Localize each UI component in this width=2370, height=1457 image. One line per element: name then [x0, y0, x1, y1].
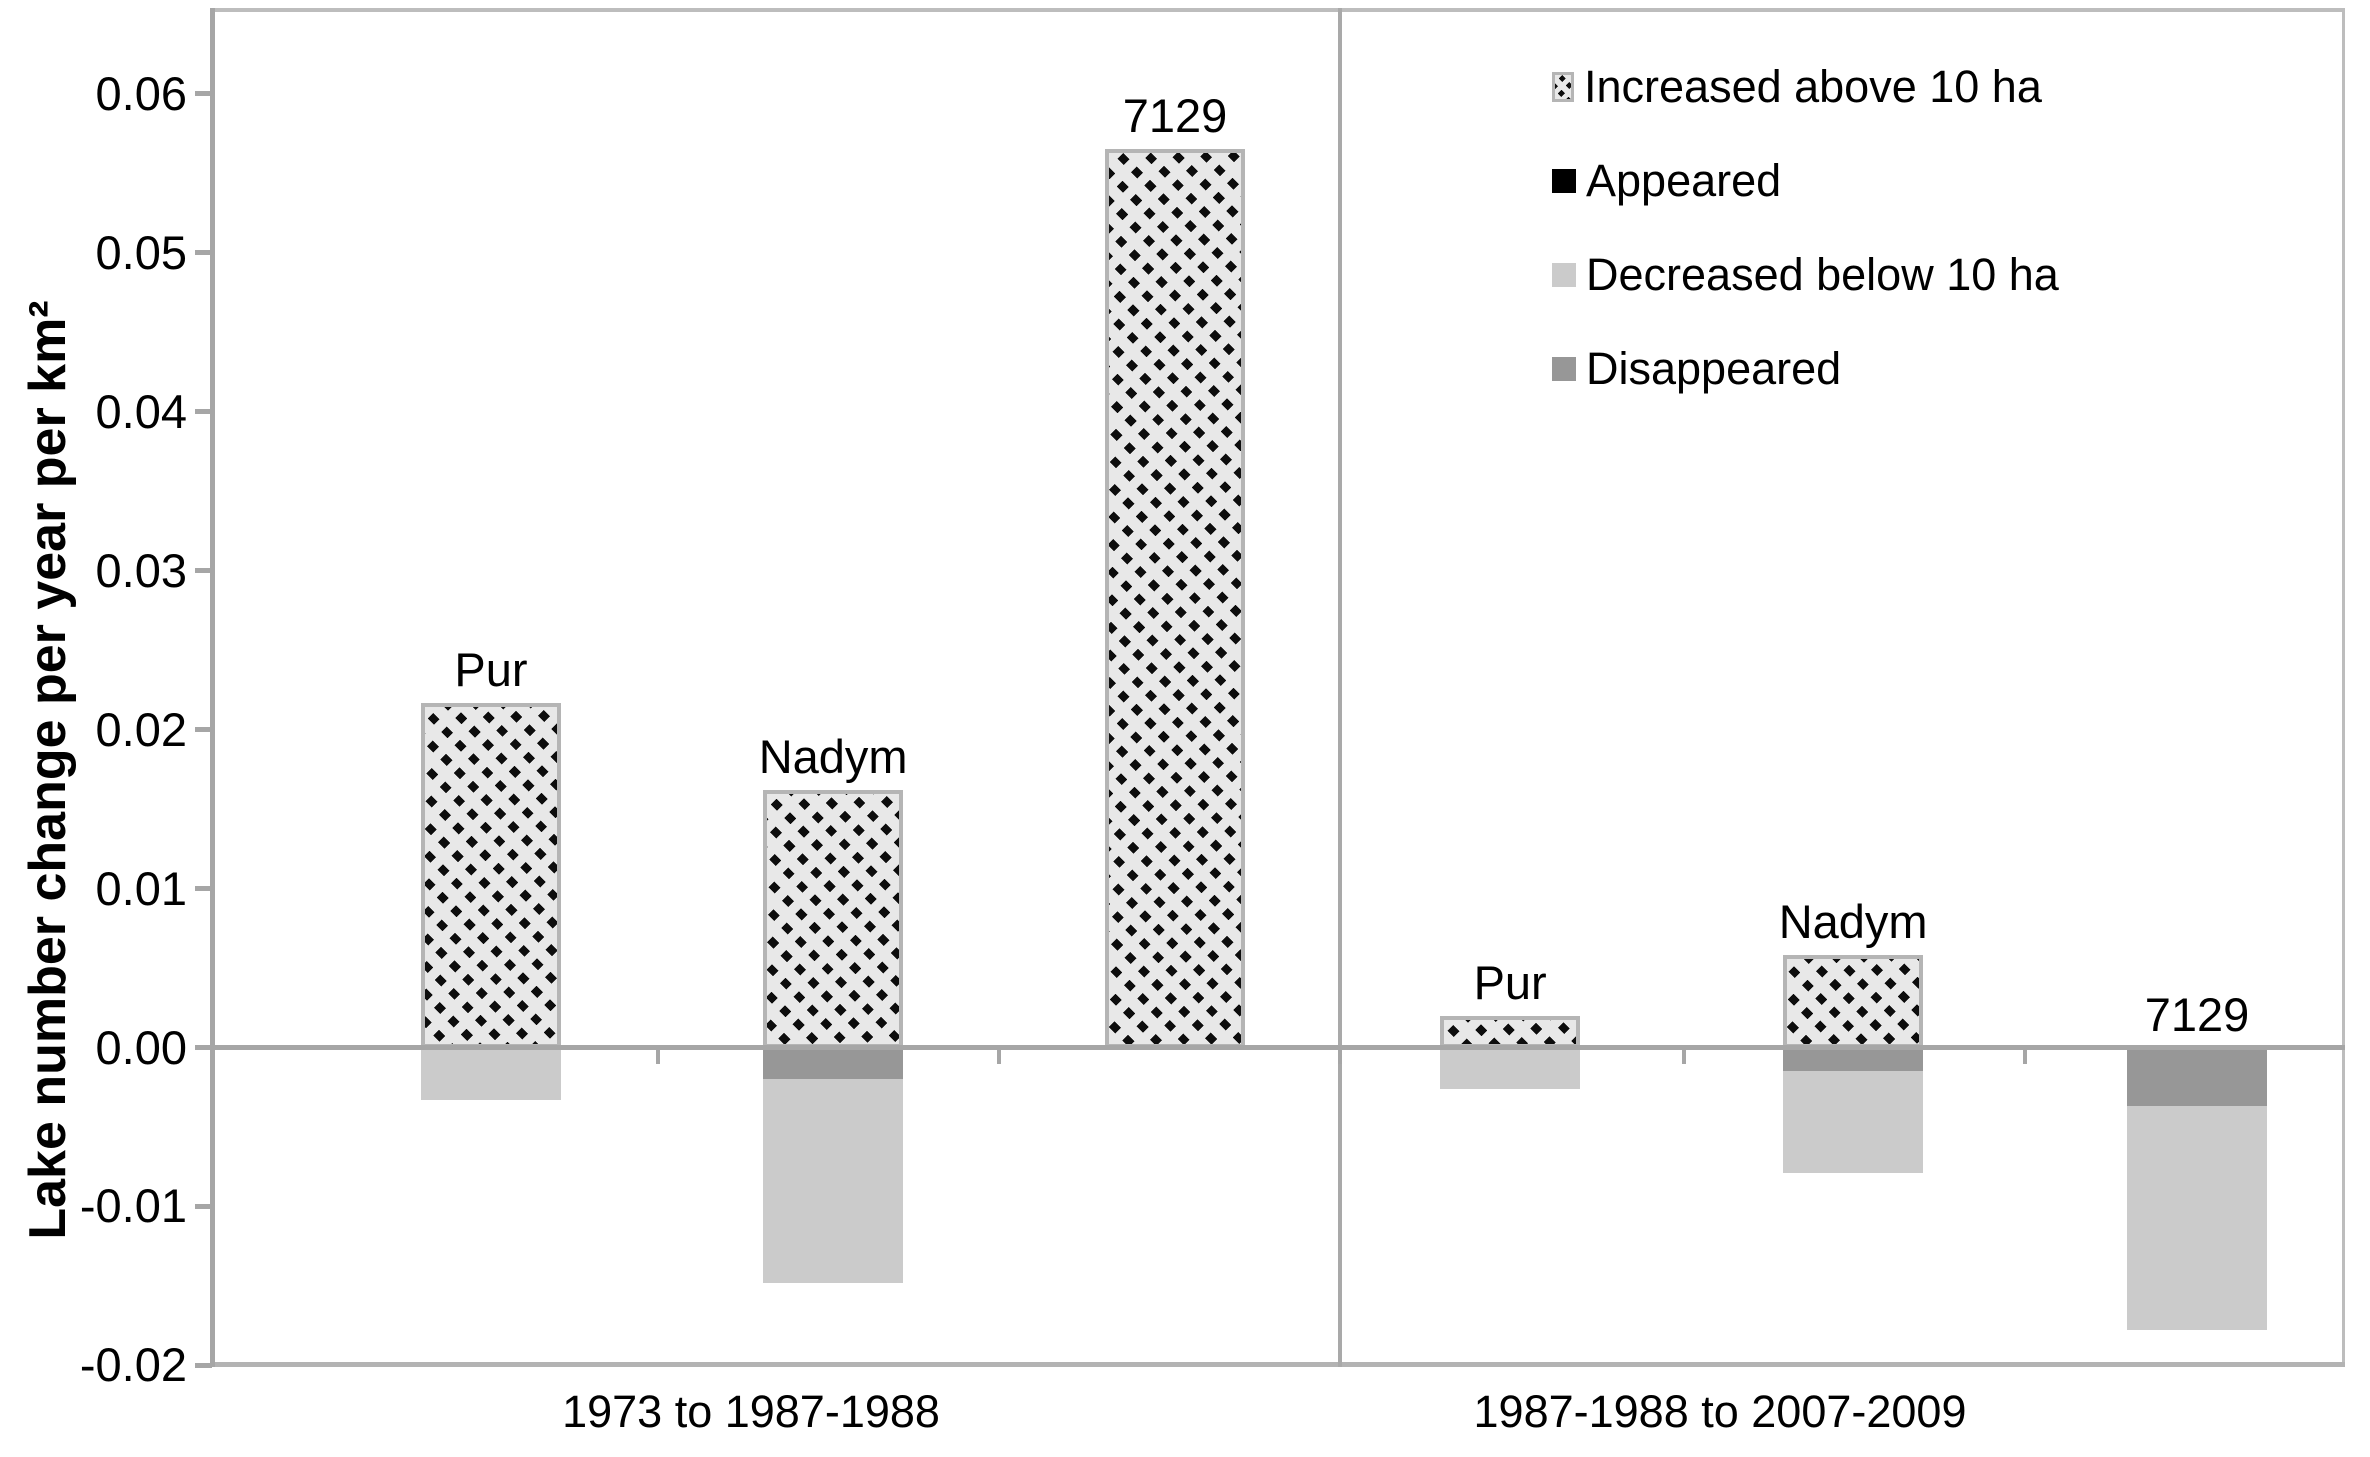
bar-label-7129: 7129 — [2144, 987, 2250, 1041]
y-tick-label: 0.04 — [95, 384, 187, 438]
legend-label: Disappeared — [1586, 343, 1842, 394]
y-tick-mark — [195, 568, 212, 574]
bar-label-nadym: Nadym — [1778, 895, 1928, 949]
y-tick-label: 0.06 — [95, 66, 187, 120]
bar-segment-hatch-nadym — [1783, 955, 1924, 1048]
category-tick — [2023, 1047, 2028, 1064]
bar-segment-dark-7129 — [2126, 1047, 2267, 1107]
y-tick-label: 0.05 — [95, 225, 187, 279]
bar-segment-light-pur — [1440, 1047, 1581, 1089]
category-tick — [997, 1047, 1002, 1064]
bar-segment-light-nadym — [763, 1079, 904, 1283]
legend-item-disappeared: Disappeared — [1552, 344, 2059, 394]
bar-segment-hatch-nadym — [763, 790, 904, 1048]
bar-label-7129: 7129 — [1122, 89, 1228, 143]
plot-border-bottom — [212, 1362, 2345, 1367]
zero-gridline — [212, 1045, 2345, 1051]
y-axis-line — [210, 8, 215, 1367]
y-tick-mark — [195, 1045, 212, 1051]
plot-border-top — [212, 8, 2345, 12]
plot-area: 0.06 0.05 0.04 0.03 0.02 0.01 0.00 -0.01 -0.02 Pu… — [80, 8, 2345, 1388]
legend-item-appeared: Appeared — [1552, 156, 2059, 206]
bar-label-pur: Pur — [1473, 955, 1547, 1009]
y-tick-label: 0.00 — [95, 1020, 187, 1074]
bar-segment-hatch-7129 — [1105, 149, 1246, 1048]
y-tick-label: -0.02 — [79, 1338, 187, 1392]
y-tick-mark — [195, 1362, 212, 1368]
hatched-swatch-icon — [1552, 72, 1574, 102]
y-tick-mark — [195, 250, 212, 256]
bar-segment-dark-nadym — [1783, 1047, 1924, 1072]
y-tick-label: 0.01 — [95, 861, 187, 915]
legend-item-increased: Increased above 10 ha — [1552, 62, 2059, 112]
category-tick — [655, 1047, 660, 1064]
dark-gray-swatch-icon — [1552, 357, 1576, 381]
bar-label-nadym: Nadym — [758, 730, 908, 784]
legend-label: Appeared — [1586, 155, 1782, 206]
legend-item-decreased: Decreased below 10 ha — [1552, 250, 2059, 300]
bar-segment-hatch-pur — [1440, 1015, 1581, 1048]
y-tick-mark — [195, 1203, 212, 1209]
y-tick-label: -0.01 — [79, 1179, 187, 1233]
y-tick-label: 0.02 — [95, 702, 187, 756]
legend-label: Decreased below 10 ha — [1586, 249, 2059, 300]
plot-border-right — [2342, 8, 2345, 1367]
category-tick — [1338, 1047, 1343, 1064]
black-swatch-icon — [1552, 169, 1576, 193]
bar-segment-light-nadym — [1783, 1071, 1924, 1174]
panel-divider-line — [1338, 8, 1343, 1367]
category-tick — [1681, 1047, 1686, 1064]
y-tick-mark — [195, 886, 212, 892]
bar-segment-light-pur — [420, 1047, 561, 1100]
bar-label-pur: Pur — [454, 642, 528, 696]
y-tick-mark — [195, 727, 212, 733]
y-tick-mark — [195, 91, 212, 97]
bar-segment-hatch-pur — [420, 702, 561, 1048]
legend: Increased above 10 ha Appeared Decreased… — [1552, 62, 2059, 394]
light-gray-swatch-icon — [1552, 263, 1576, 287]
y-tick-mark — [195, 409, 212, 415]
x-group-label-period1: 1973 to 1987-1988 — [562, 1386, 940, 1437]
bar-segment-light-7129 — [2126, 1106, 2267, 1331]
bar-segment-dark-nadym — [763, 1047, 904, 1080]
legend-label: Increased above 10 ha — [1584, 61, 2042, 112]
y-tick-label: 0.03 — [95, 543, 187, 597]
x-group-label-period2: 1987-1988 to 2007-2009 — [1473, 1386, 1967, 1437]
